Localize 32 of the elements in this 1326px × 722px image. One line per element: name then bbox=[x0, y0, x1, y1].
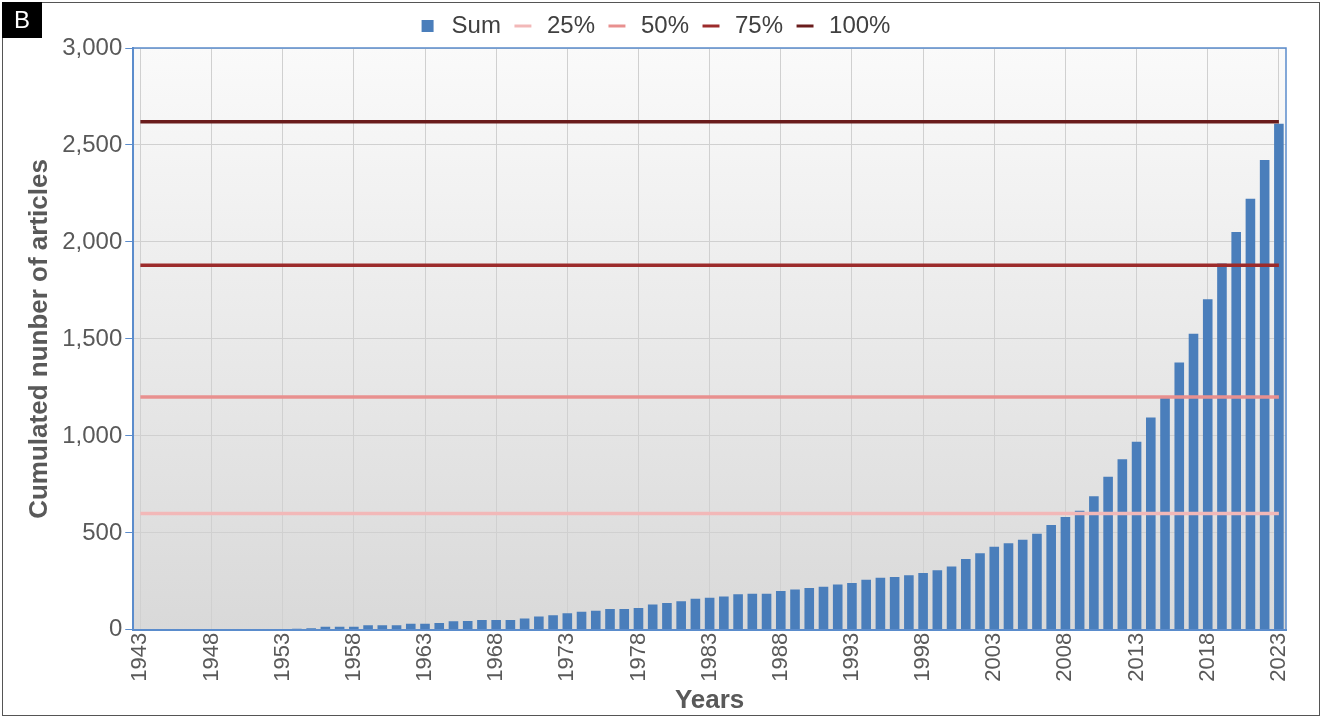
y-tick-label: 3,000 bbox=[62, 32, 123, 60]
x-tick-label: 1963 bbox=[411, 632, 437, 682]
x-tick-label: 1953 bbox=[268, 632, 294, 682]
x-tick-label: 1998 bbox=[909, 632, 935, 682]
legend-label: 75% bbox=[735, 10, 784, 38]
y-axis-title: Cumulated nunber of articles bbox=[22, 159, 53, 519]
x-tick-label: 1948 bbox=[197, 632, 223, 682]
y-tick-label: 2,000 bbox=[62, 226, 123, 254]
x-tick-label: 1973 bbox=[553, 632, 579, 682]
x-tick-label: 1983 bbox=[695, 632, 721, 682]
legend-label: 50% bbox=[640, 10, 690, 38]
y-tick-label: 0 bbox=[108, 614, 123, 642]
x-tick-label: 2018 bbox=[1193, 632, 1219, 682]
x-tick-label: 2013 bbox=[1122, 632, 1148, 682]
x-tick-label: 2023 bbox=[1264, 632, 1290, 682]
y-tick-label: 2,500 bbox=[62, 129, 123, 157]
x-axis-title: Years bbox=[674, 683, 745, 714]
x-tick-label: 1968 bbox=[482, 632, 508, 682]
x-tick-label: 1958 bbox=[339, 632, 365, 682]
y-tick-label: 500 bbox=[82, 517, 123, 545]
x-tick-label: 2008 bbox=[1051, 632, 1077, 682]
x-tick-label: 1943 bbox=[126, 632, 152, 682]
legend-label: 25% bbox=[546, 10, 595, 38]
legend-label: Sum bbox=[451, 10, 501, 38]
y-tick-label: 1,500 bbox=[62, 323, 123, 351]
text: B bbox=[2, 2, 43, 38]
y-tick-label: 1,000 bbox=[62, 420, 123, 448]
x-tick-label: 2003 bbox=[980, 632, 1006, 682]
legend-label: 100% bbox=[829, 10, 891, 38]
x-tick-label: 1988 bbox=[766, 632, 792, 682]
x-tick-label: 1993 bbox=[838, 632, 864, 682]
x-tick-label: 1978 bbox=[624, 632, 650, 682]
